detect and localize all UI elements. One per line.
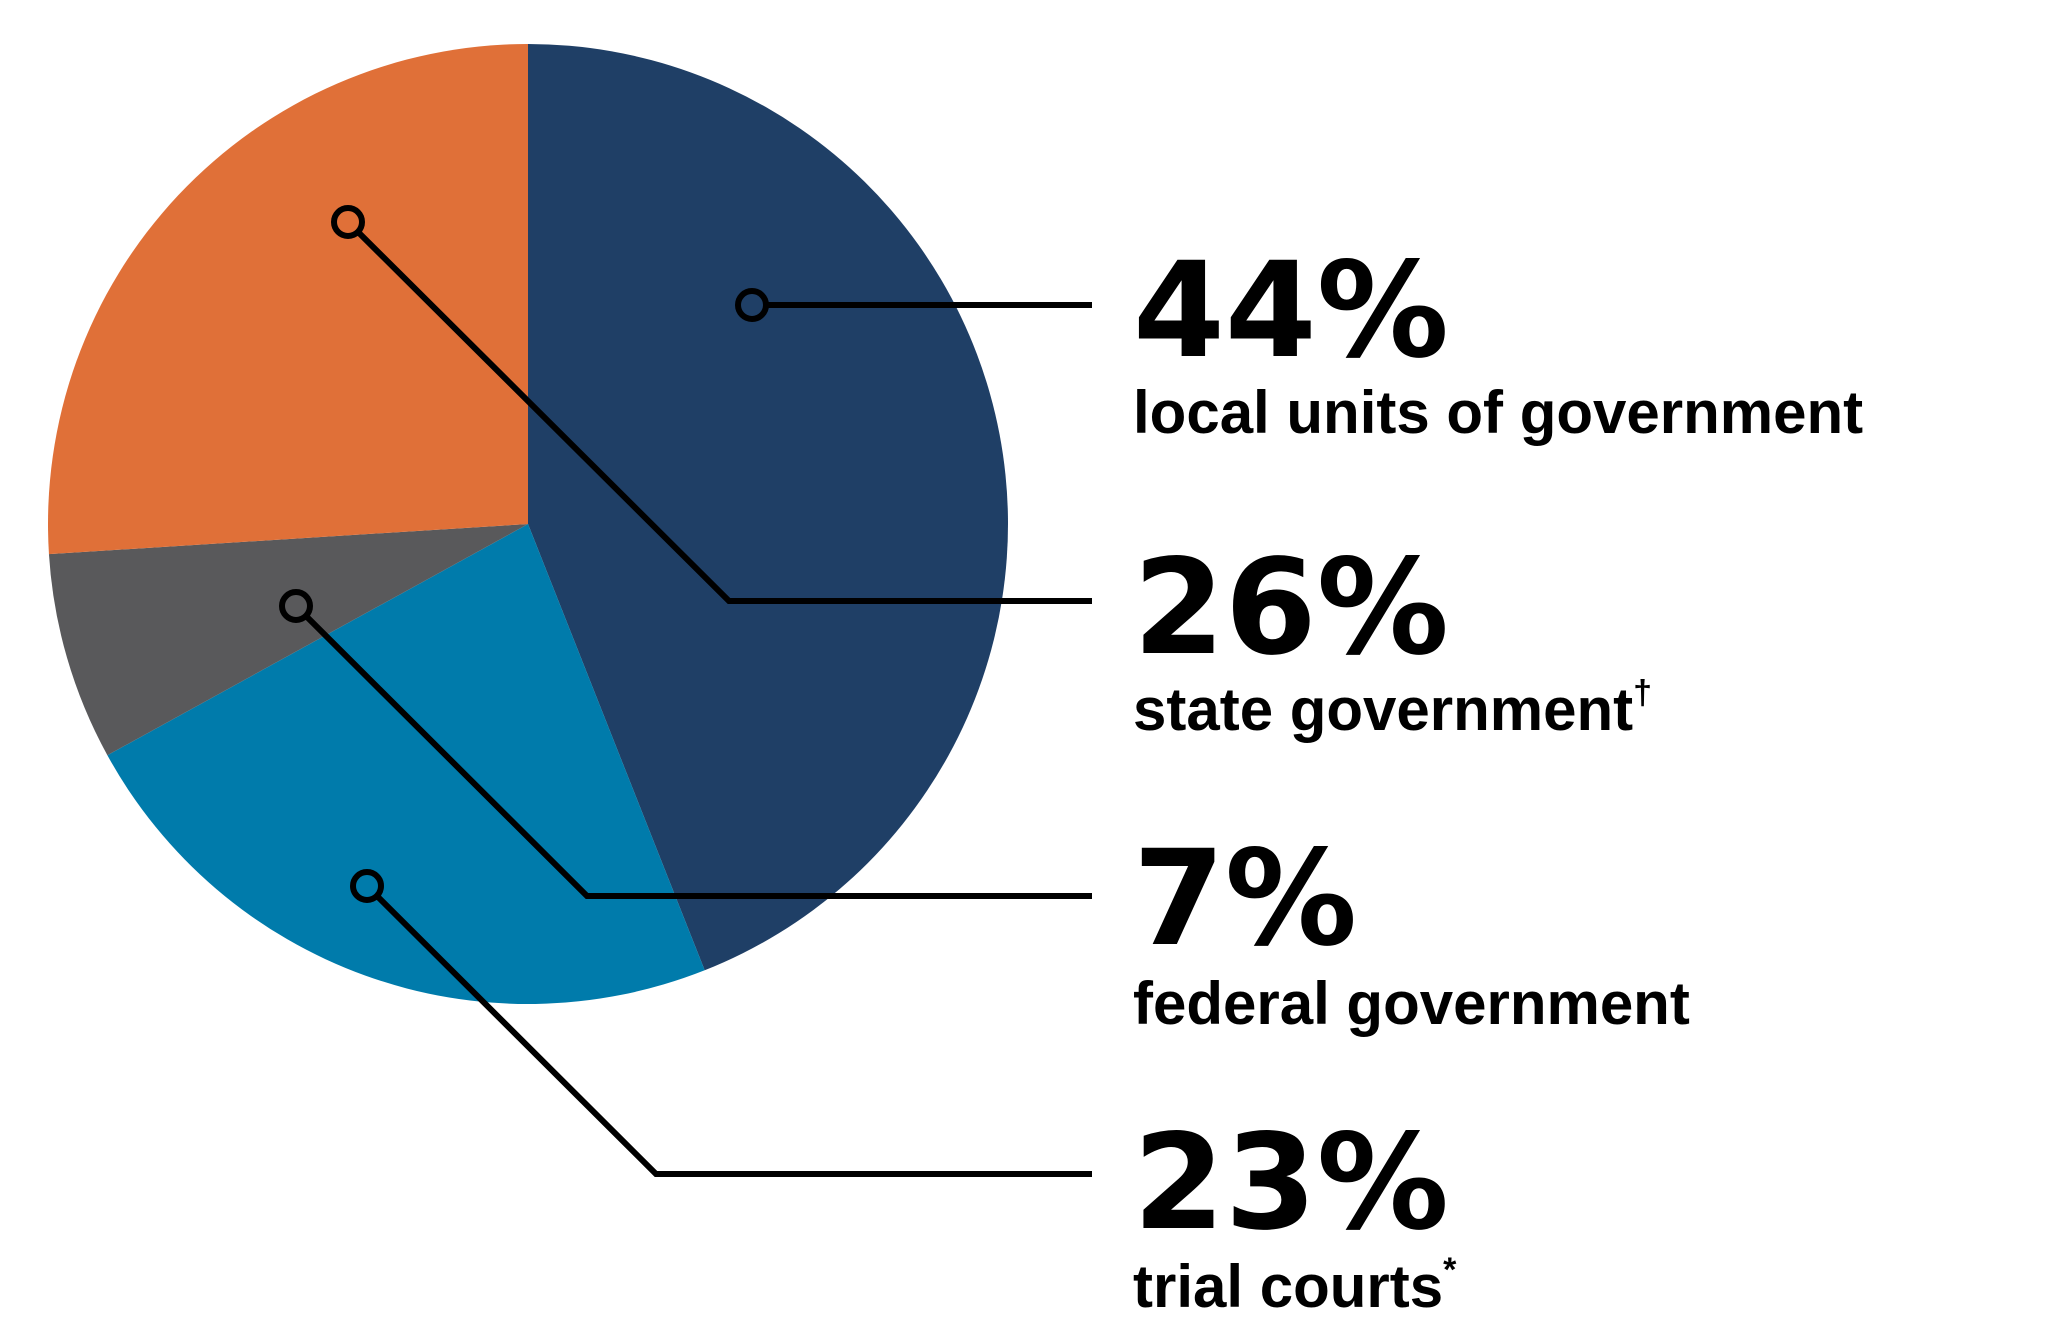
category-label: state government†: [1133, 674, 1652, 743]
value-label: 44%: [1133, 234, 1449, 388]
footnote-mark: †: [1633, 674, 1652, 712]
value-label: 7%: [1133, 822, 1357, 976]
category-name: state government: [1133, 676, 1633, 743]
category-label: local units of government: [1133, 379, 1863, 446]
category-name: trial courts: [1133, 1253, 1443, 1320]
value-label: 26%: [1133, 531, 1449, 685]
leader-line: [293, 603, 1092, 899]
category-name: federal government: [1133, 970, 1690, 1037]
leader-dot: [279, 589, 313, 623]
pie-slice: [528, 44, 1009, 971]
value-label: 23%: [1133, 1106, 1449, 1260]
category-label: trial courts*: [1133, 1251, 1457, 1320]
footnote-mark: *: [1443, 1251, 1457, 1289]
category-name: local units of government: [1133, 379, 1863, 446]
pie-slice: [48, 524, 528, 756]
leader-dot: [331, 205, 365, 239]
leader-line: [345, 219, 1092, 604]
leader-dot: [735, 288, 769, 322]
pie-slice: [47, 44, 528, 555]
leader-line: [364, 883, 1092, 1177]
pie-slice: [107, 524, 705, 1004]
leader-dot: [350, 869, 384, 903]
category-label: federal government: [1133, 970, 1690, 1037]
